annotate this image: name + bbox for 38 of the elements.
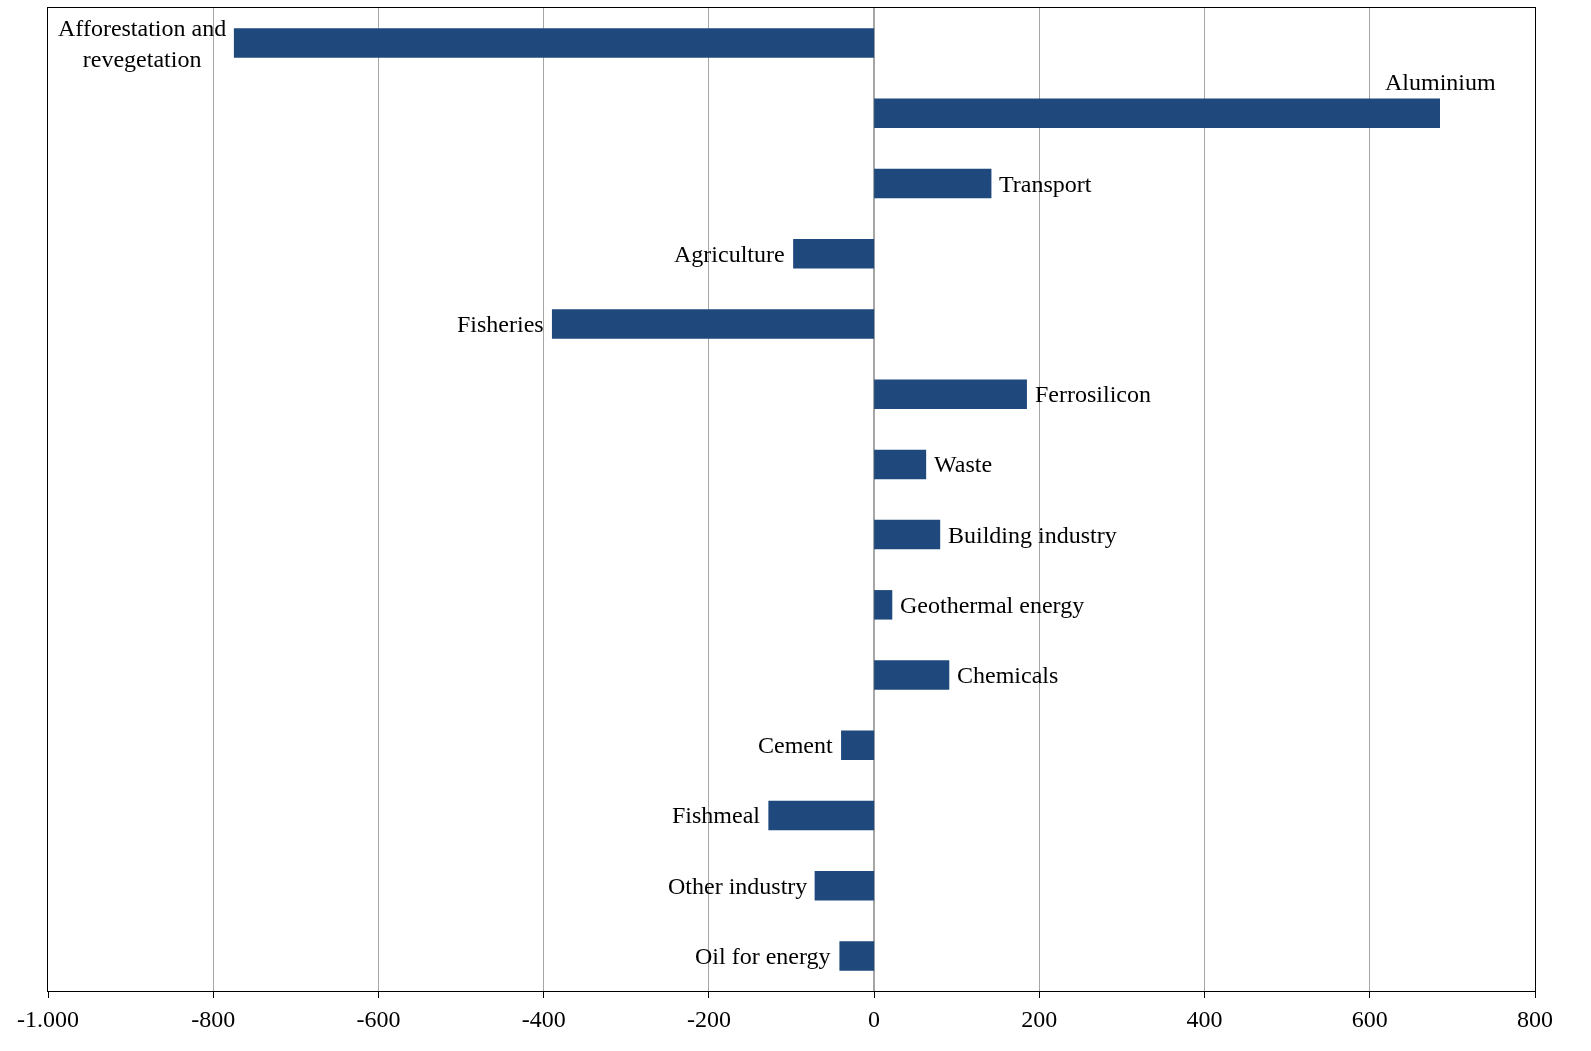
x-tick-label: 200 <box>1021 1005 1058 1032</box>
y-tick-label: Geothermal energy <box>900 592 1085 618</box>
bar <box>874 449 927 480</box>
bar <box>233 28 875 58</box>
x-tick-label: -1.000 <box>17 1005 79 1032</box>
bar <box>841 730 875 760</box>
x-tick-label: -400 <box>521 1005 566 1032</box>
x-tick-label: 400 <box>1186 1005 1223 1032</box>
bar <box>839 941 875 971</box>
y-tick-label: Building industry <box>948 522 1117 548</box>
x-tick-label: -600 <box>356 1005 401 1032</box>
y-tick-label: Afforestation and revegetation <box>58 15 227 73</box>
x-tick-label: 600 <box>1351 1005 1388 1032</box>
bar <box>768 800 875 831</box>
bar <box>874 590 893 620</box>
y-tick-label: Agriculture <box>674 241 785 267</box>
y-tick-label: Fisheries <box>457 311 544 337</box>
x-tick-label: -800 <box>191 1005 236 1032</box>
bar <box>874 519 941 550</box>
y-tick-label: Fishmeal <box>672 802 761 828</box>
y-tick-label: Cement <box>758 732 833 758</box>
y-tick-label: Transport <box>999 171 1092 197</box>
x-tick-label: -200 <box>686 1005 731 1032</box>
x-tick-label: 800 <box>1517 1005 1553 1032</box>
y-tick-label: Aluminium <box>1385 69 1496 95</box>
bar <box>874 168 992 199</box>
x-tick-label: 0 <box>868 1005 881 1032</box>
bar <box>874 660 950 690</box>
y-tick-label: Oil for energy <box>695 943 831 969</box>
y-tick-label: Chemicals <box>957 662 1059 688</box>
bar <box>874 98 1440 129</box>
y-tick-label: Waste <box>934 451 993 477</box>
y-tick-label: Other industry <box>668 873 808 899</box>
bar <box>793 239 875 269</box>
bar <box>814 870 875 901</box>
bar <box>551 309 875 339</box>
bar <box>874 379 1027 409</box>
y-tick-label: Ferrosilicon <box>1035 381 1151 407</box>
